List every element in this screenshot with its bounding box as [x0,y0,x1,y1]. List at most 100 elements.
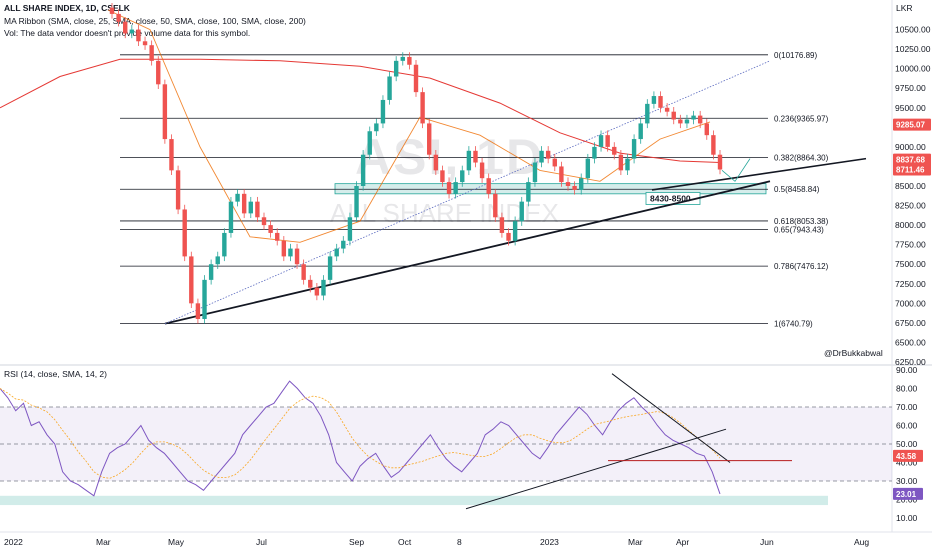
time-tick-label: Mar [96,537,111,547]
time-tick-label: Apr [676,537,689,547]
candle-body [717,154,723,170]
fib-level-label: 0.236(9365.97) [774,114,829,123]
candle-body [354,186,359,218]
candle-body [314,287,320,296]
time-tick-label: 2022 [4,537,23,547]
price-tick-label: 9000.00 [895,142,926,152]
candle-body [156,60,161,85]
candle-body [460,170,465,183]
candle-body [493,193,498,218]
candle-body [559,166,564,183]
rsi-tick-label: 90.00 [896,365,918,375]
time-tick-label: May [168,537,185,547]
candle-body [625,158,630,171]
candle-body [420,92,425,124]
candle-body [678,119,683,124]
candle-body [136,29,141,42]
fib-level-label: 0.786(7476.12) [774,262,829,271]
candle-body [275,232,280,241]
rsi-tick-label: 80.00 [896,384,918,394]
price-tag-bg [893,153,931,166]
rsi-tag-bg [893,487,923,500]
candle-body [592,146,597,159]
time-tick-label: Aug [854,537,869,547]
candle-body [552,158,557,167]
candle-body [189,256,194,304]
candle-body [321,279,326,296]
candle-body [453,182,458,194]
candle-body [162,84,168,140]
candle-body [466,150,472,171]
candle-body [116,13,121,22]
candle-body [506,232,511,241]
candle-body [202,279,207,319]
candle-body [387,76,392,100]
candle-body [235,193,240,202]
candle-body [532,162,538,183]
candle-body [433,154,439,171]
price-tag: 8711.46 [893,163,931,176]
candle-body [347,217,353,241]
price-tick-label: 8250.00 [895,201,926,211]
price-tick-label: 10000.00 [895,64,931,74]
candle-body [248,201,253,214]
candle-body [169,139,174,171]
candle-body [440,170,445,183]
candle-body [374,123,379,132]
price-tick-label: 7000.00 [895,298,926,308]
candle-body [598,135,604,147]
price-tick-label: 8500.00 [895,181,926,191]
price-tick-label: 6750.00 [895,318,926,328]
candle-body [228,201,234,233]
candle-body [572,186,577,190]
time-tick-label: 2023 [540,537,559,547]
ma-200-line [0,58,721,163]
fib-level-label: 0.382(8864.30) [774,154,829,163]
candle-body [294,248,300,265]
price-tick-label: 10500.00 [895,25,931,35]
rsi-ma-line [0,388,721,479]
rsi-tag: 43.58 [893,449,923,462]
candle-body [327,256,333,280]
rsi-tick-label: 30.00 [896,476,918,486]
price-tick-label: 9500.00 [895,103,926,113]
candle-body [241,193,247,214]
candle-body [149,45,154,61]
candle-body [182,209,187,257]
candle-body [618,154,624,171]
candle-body [585,158,591,179]
fib-level-label: 0.65(7943.43) [774,226,824,235]
fib-level-label: 1(6740.79) [774,320,813,329]
price-tag-bg [893,118,931,131]
support-trendline [164,180,771,325]
candle-body [638,123,643,140]
candle-body [526,182,531,202]
candle-body [519,201,524,222]
ma-100-line [107,9,711,243]
candle-body [539,150,544,163]
price-tag-label: 9285.07 [896,121,925,130]
rsi-oversold-zone [0,495,828,506]
rsi-tick-label: 70.00 [896,402,918,412]
price-tick-label: 7250.00 [895,279,926,289]
time-tick-label: Mar [628,537,643,547]
candle-body [605,135,610,147]
candle-body [671,111,676,120]
rsi-resistance-trendline [611,373,731,463]
price-tick-label: 7750.00 [895,240,926,250]
fib-level-label: 0(10176.89) [774,51,817,60]
header-rsi: RSI (14, close, SMA, 14, 2) [4,369,107,379]
candle-body [664,107,670,112]
candle-body [565,182,571,186]
zone-label: 8430-8500 [650,193,691,203]
candle-body [658,96,663,108]
price-tag-label: 8837.68 [896,156,925,165]
channel-dotted-line [164,60,771,325]
candle-body [427,123,432,155]
time-tick-label: Jun [760,537,774,547]
rsi-tick-label: 60.00 [896,421,918,431]
time-tick-label: 8 [457,537,462,547]
price-tag: 9285.07 [893,118,931,131]
price-tick-label: 10250.00 [895,44,931,54]
